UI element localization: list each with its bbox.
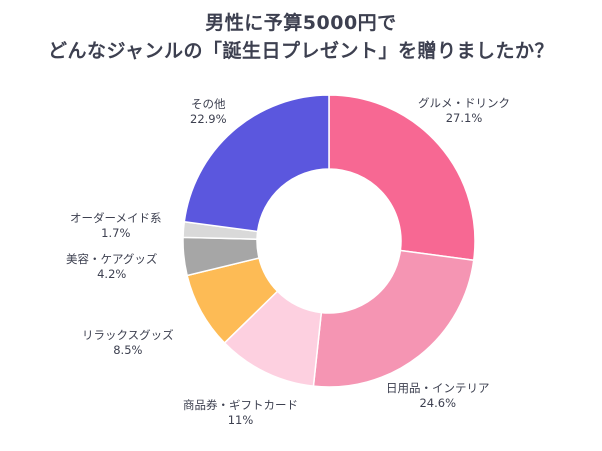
label-gourmet: グルメ・ドリンク 27.1% bbox=[418, 96, 510, 125]
label-relax-goods: リラックスグッズ 8.5% bbox=[82, 328, 174, 357]
chart-title-line-2: どんなジャンルの「誕生日プレゼント」を贈りましたか？ bbox=[47, 40, 555, 62]
label-order-made: オーダーメイド系 1.7% bbox=[70, 211, 162, 240]
chart-title-line-1: 男性に予算5000円で bbox=[205, 12, 397, 34]
donut-slice-0 bbox=[328, 94, 476, 262]
label-gift-card: 商品券・ギフトカード 11% bbox=[183, 398, 298, 427]
label-daily-goods: 日用品・インテリア 24.6% bbox=[386, 381, 490, 410]
label-other: その他 22.9% bbox=[190, 97, 227, 126]
donut-slice-6 bbox=[183, 94, 330, 233]
label-beauty-care: 美容・ケアグッズ 4.2% bbox=[66, 252, 158, 281]
donut-slice-1 bbox=[312, 249, 475, 388]
